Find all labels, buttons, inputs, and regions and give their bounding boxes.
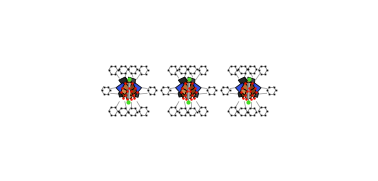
- Polygon shape: [121, 88, 127, 95]
- Polygon shape: [189, 83, 201, 95]
- Polygon shape: [129, 83, 142, 95]
- Polygon shape: [182, 83, 189, 91]
- Polygon shape: [240, 90, 244, 96]
- Polygon shape: [193, 90, 198, 97]
- Polygon shape: [185, 83, 192, 88]
- Polygon shape: [185, 80, 192, 83]
- Polygon shape: [175, 83, 188, 95]
- Polygon shape: [121, 90, 124, 96]
- Polygon shape: [192, 92, 196, 98]
- Polygon shape: [133, 90, 139, 97]
- Polygon shape: [188, 77, 195, 86]
- Polygon shape: [248, 77, 255, 86]
- Polygon shape: [133, 92, 136, 98]
- Polygon shape: [125, 83, 132, 88]
- Polygon shape: [119, 77, 129, 86]
- Polygon shape: [178, 77, 189, 86]
- Polygon shape: [189, 83, 195, 91]
- Polygon shape: [242, 83, 249, 91]
- Polygon shape: [131, 88, 136, 95]
- Polygon shape: [125, 95, 133, 99]
- Polygon shape: [181, 92, 185, 98]
- Polygon shape: [125, 77, 129, 83]
- Polygon shape: [252, 92, 256, 98]
- Polygon shape: [119, 90, 124, 97]
- Polygon shape: [245, 91, 252, 95]
- Polygon shape: [181, 88, 187, 95]
- Polygon shape: [240, 88, 246, 95]
- Polygon shape: [116, 83, 128, 95]
- Polygon shape: [235, 83, 248, 95]
- Polygon shape: [125, 80, 132, 83]
- Polygon shape: [190, 88, 196, 95]
- Polygon shape: [181, 90, 184, 96]
- Polygon shape: [240, 92, 245, 98]
- Polygon shape: [238, 90, 244, 97]
- Polygon shape: [121, 92, 125, 98]
- Polygon shape: [245, 77, 249, 83]
- Polygon shape: [245, 83, 252, 88]
- Polygon shape: [185, 95, 192, 99]
- Polygon shape: [122, 83, 129, 91]
- Polygon shape: [250, 88, 256, 95]
- Polygon shape: [245, 95, 252, 99]
- Polygon shape: [185, 77, 189, 83]
- Polygon shape: [125, 91, 133, 95]
- Polygon shape: [253, 90, 259, 97]
- Polygon shape: [245, 80, 252, 83]
- Polygon shape: [178, 90, 184, 97]
- Polygon shape: [249, 83, 261, 95]
- Polygon shape: [129, 83, 135, 91]
- Polygon shape: [249, 83, 255, 91]
- Polygon shape: [238, 77, 249, 86]
- Polygon shape: [129, 77, 135, 86]
- Polygon shape: [185, 91, 192, 95]
